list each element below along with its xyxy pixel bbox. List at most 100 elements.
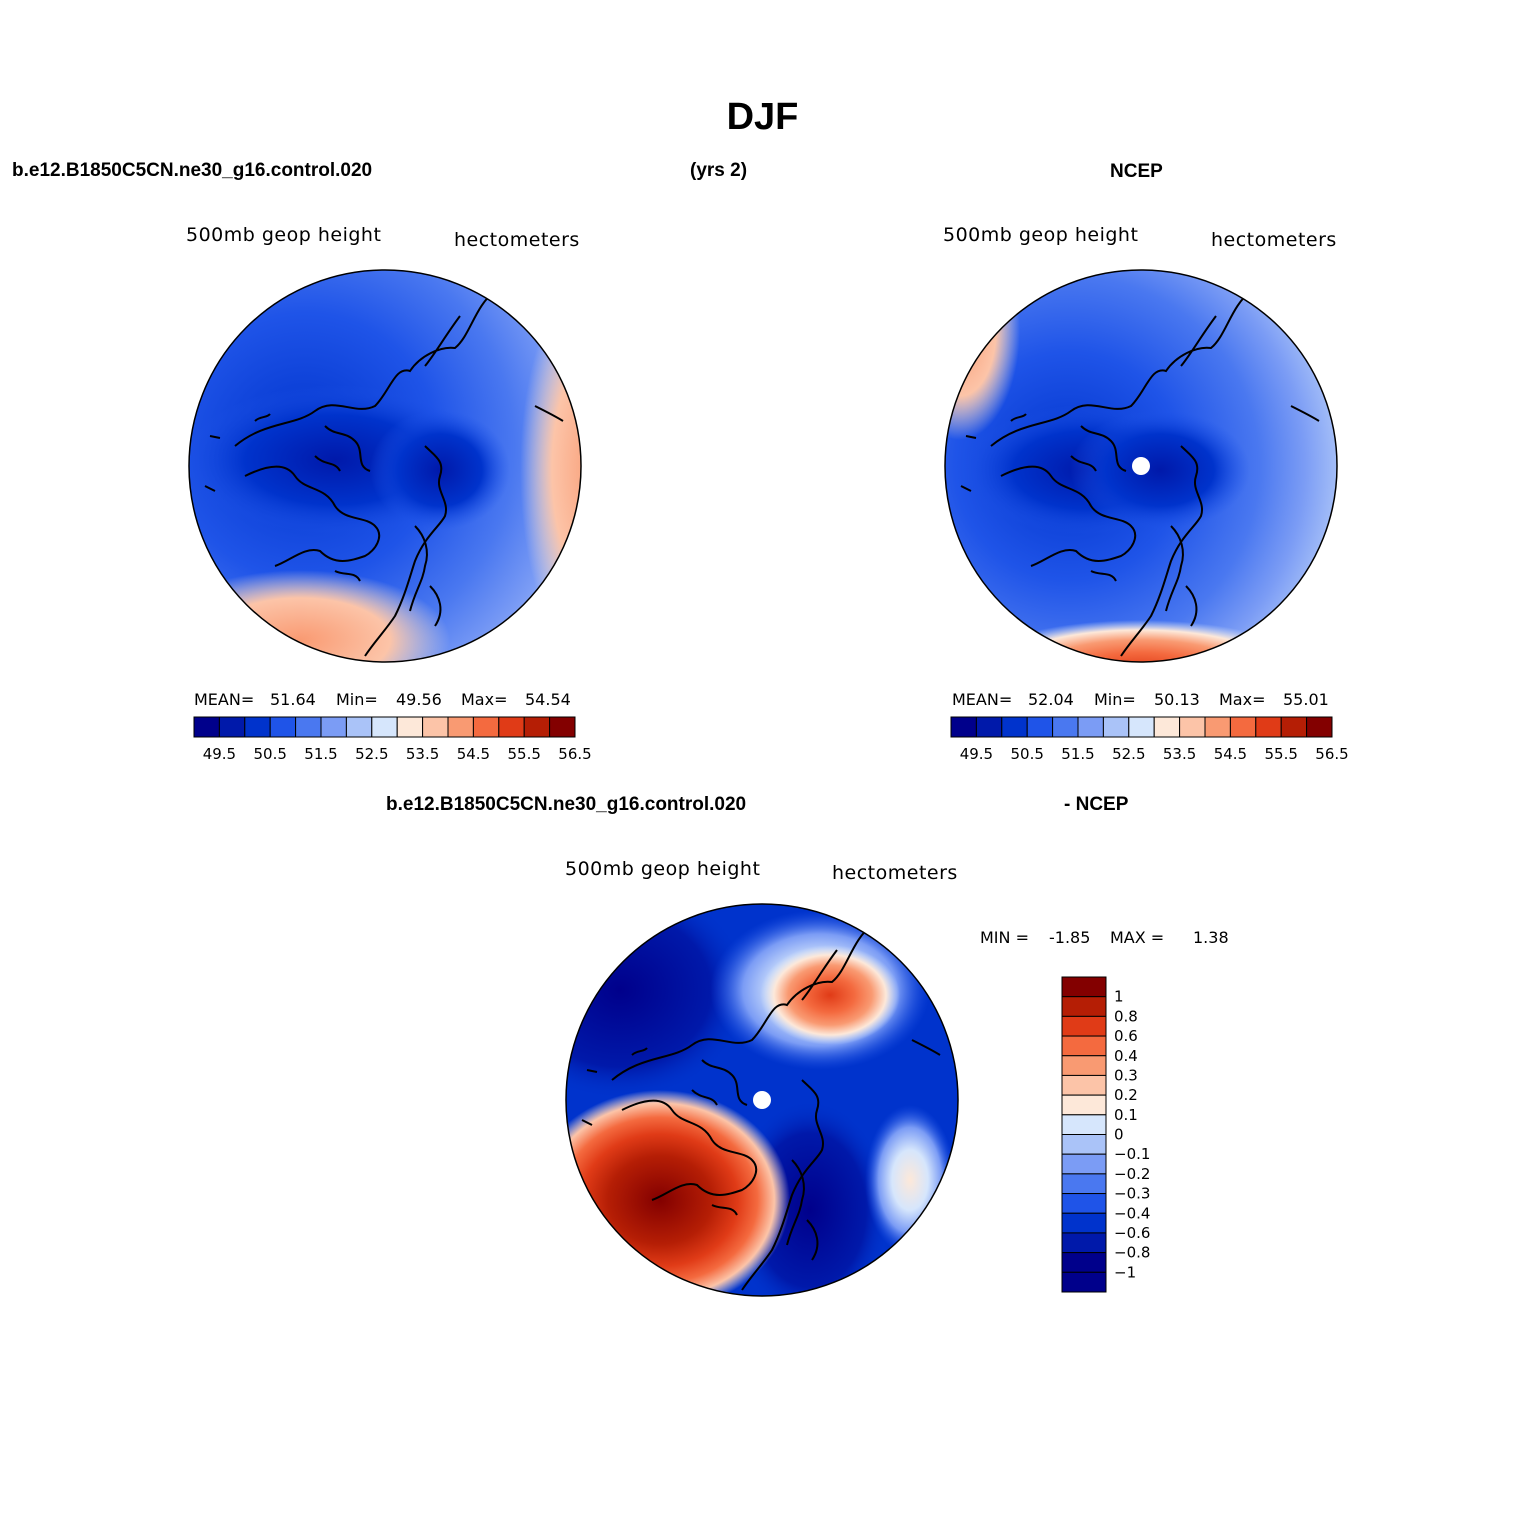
panel3-colorbar-tick-label: 0.8	[1114, 1007, 1138, 1025]
panel1-colorbar-swatch	[193, 716, 220, 738]
panel3-colorbar-swatch	[1061, 1232, 1107, 1254]
panel3-colorbar-tick-label: −0.1	[1114, 1145, 1150, 1163]
panel3-colorbar-swatch	[1061, 1252, 1107, 1273]
panel3-field-label: 500mb geop height	[565, 858, 761, 880]
panel1-map	[189, 270, 581, 662]
panel1-colorbar-tick-label: 53.5	[406, 745, 439, 763]
panel2-colorbar-tick-label: 53.5	[1163, 745, 1196, 763]
panel1-colorbar-swatch	[447, 716, 474, 738]
panel1-colorbar-swatch	[498, 716, 525, 738]
panel2-colorbar-swatch	[1026, 716, 1054, 738]
panel1-colorbar-swatch	[218, 716, 246, 738]
obs-name: NCEP	[1110, 161, 1163, 182]
panel3-colorbar-tick-label: −0.6	[1114, 1224, 1150, 1242]
diff-obs-name: - NCEP	[1064, 794, 1129, 815]
panel1-max-label: Max=	[461, 690, 508, 709]
panel3-colorbar: 10.8 0.6 0.40.3 0.2 0.1 0−0.1 −0.2 −0.3−0.4 −0.6…	[1061, 976, 1150, 1293]
panel1-colorbar-tick-label: 56.5	[558, 745, 591, 763]
panel2-units-label: hectometers	[1211, 229, 1337, 251]
panel1-colorbar-swatch	[269, 716, 297, 738]
panel1-colorbar-swatch	[320, 716, 347, 738]
panel3-map	[566, 904, 958, 1296]
panel3-colorbar-tick-label: −1	[1114, 1263, 1136, 1281]
panel3-colorbar-tick-label: 0.4	[1114, 1047, 1138, 1065]
panel2-mean-value: 52.04	[1028, 690, 1074, 709]
panel3-colorbar-tick-label: 0.3	[1114, 1066, 1138, 1084]
panel3-colorbar-swatch	[1061, 1074, 1107, 1096]
panel2-colorbar-tick-label: 52.5	[1112, 745, 1145, 763]
diff-case-name: b.e12.B1850C5CN.ne30_g16.control.020	[386, 794, 747, 815]
panel2-map	[945, 270, 1337, 662]
panel3-colorbar-swatch	[1061, 1212, 1107, 1234]
panel2-colorbar-swatch	[950, 716, 977, 738]
panel1-max-value: 54.54	[525, 690, 571, 709]
panel1-colorbar: 49.5 50.5 51.5 52.5 53.5 54.5 55.5 56.5	[193, 716, 592, 763]
panel2-mean-label: MEAN=	[952, 690, 1013, 709]
panel1-colorbar-swatch	[422, 716, 449, 738]
panel2-colorbar-tick-label: 56.5	[1315, 745, 1348, 763]
panel2-colorbar-swatch	[1153, 716, 1181, 738]
panel2-colorbar-swatch	[1001, 716, 1028, 738]
panel1-colorbar-tick-label: 52.5	[355, 745, 388, 763]
panel2-colorbar-swatch	[975, 716, 1003, 738]
panel3-colorbar-tick-label: −0.3	[1114, 1185, 1150, 1203]
panel1-colorbar-tick-label: 54.5	[457, 745, 490, 763]
panel3-colorbar-tick-label: 0.6	[1114, 1027, 1138, 1045]
panel3-units-label: hectometers	[832, 862, 958, 884]
panel3-colorbar-swatch	[1061, 1193, 1107, 1214]
panel1-colorbar-swatch	[396, 716, 424, 738]
panel1-min-value: 49.56	[396, 690, 442, 709]
case-name: b.e12.B1850C5CN.ne30_g16.control.020	[12, 160, 373, 181]
panel3-colorbar-swatch	[1061, 1271, 1107, 1293]
panel2-colorbar-swatch	[1077, 716, 1104, 738]
panel3-colorbar-tick-label: −0.2	[1114, 1165, 1150, 1183]
panel2-colorbar-tick-label: 55.5	[1264, 745, 1297, 763]
panel3-colorbar-swatch	[1061, 1153, 1107, 1175]
panel3-colorbar-tick-label: 1	[1114, 988, 1124, 1006]
panel1-colorbar-swatch	[523, 716, 551, 738]
panel3-colorbar-tick-label: 0.2	[1114, 1086, 1138, 1104]
panel2-colorbar-swatch	[1306, 716, 1333, 738]
panel1-colorbar-swatch	[549, 716, 576, 738]
panel1-units-label: hectometers	[454, 229, 580, 251]
panel2-colorbar-swatch	[1179, 716, 1206, 738]
years-label: (yrs 2)	[690, 160, 748, 181]
panel1-colorbar-swatch	[472, 716, 500, 738]
panel2-min-label: Min=	[1094, 690, 1136, 709]
panel1-field-label: 500mb geop height	[186, 224, 382, 246]
panel1-colorbar-tick-label: 49.5	[203, 745, 236, 763]
panel1-colorbar-tick-label: 51.5	[304, 745, 337, 763]
panel2-max-value: 55.01	[1283, 690, 1329, 709]
panel3-colorbar-tick-label: −0.4	[1114, 1204, 1150, 1222]
panel1-mean-label: MEAN=	[194, 690, 255, 709]
panel2-colorbar-swatch	[1255, 716, 1282, 738]
panel3-max-value: 1.38	[1193, 928, 1229, 947]
panel2-colorbar-tick-label: 49.5	[960, 745, 993, 763]
panel3-colorbar-swatch	[1061, 1094, 1107, 1116]
panel3-colorbar-tick-label: −0.8	[1114, 1244, 1150, 1262]
panel1-colorbar-swatch	[244, 716, 271, 738]
panel1-colorbar-swatch	[345, 716, 373, 738]
panel2-colorbar-swatch	[1128, 716, 1155, 738]
panel1-colorbar-swatch	[295, 716, 322, 738]
panel3-colorbar-swatch	[1061, 1134, 1107, 1155]
panel2-colorbar-swatch	[1052, 716, 1079, 738]
panel3-max-label: MAX =	[1110, 928, 1165, 947]
panel2-colorbar: 49.5 50.5 51.5 52.5 53.5 54.5 55.5 56.5	[950, 716, 1349, 763]
panel3-colorbar-swatch	[1061, 976, 1107, 998]
panel1-min-label: Min=	[336, 690, 378, 709]
panel3-min-label: MIN =	[980, 928, 1029, 947]
panel2-colorbar-swatch	[1204, 716, 1231, 738]
main-title: DJF	[726, 96, 799, 138]
panel1-mean-value: 51.64	[270, 690, 316, 709]
panel2-colorbar-tick-label: 50.5	[1010, 745, 1043, 763]
panel2-colorbar-swatch	[1102, 716, 1130, 738]
panel2-field-label: 500mb geop height	[943, 224, 1139, 246]
panel3-colorbar-swatch	[1061, 1173, 1107, 1195]
panel1-colorbar-swatch	[371, 716, 398, 738]
panel3-colorbar-swatch	[1061, 996, 1107, 1017]
panel2-colorbar-tick-label: 51.5	[1061, 745, 1094, 763]
panel1-colorbar-tick-label: 50.5	[253, 745, 286, 763]
panel2-colorbar-tick-label: 54.5	[1214, 745, 1247, 763]
